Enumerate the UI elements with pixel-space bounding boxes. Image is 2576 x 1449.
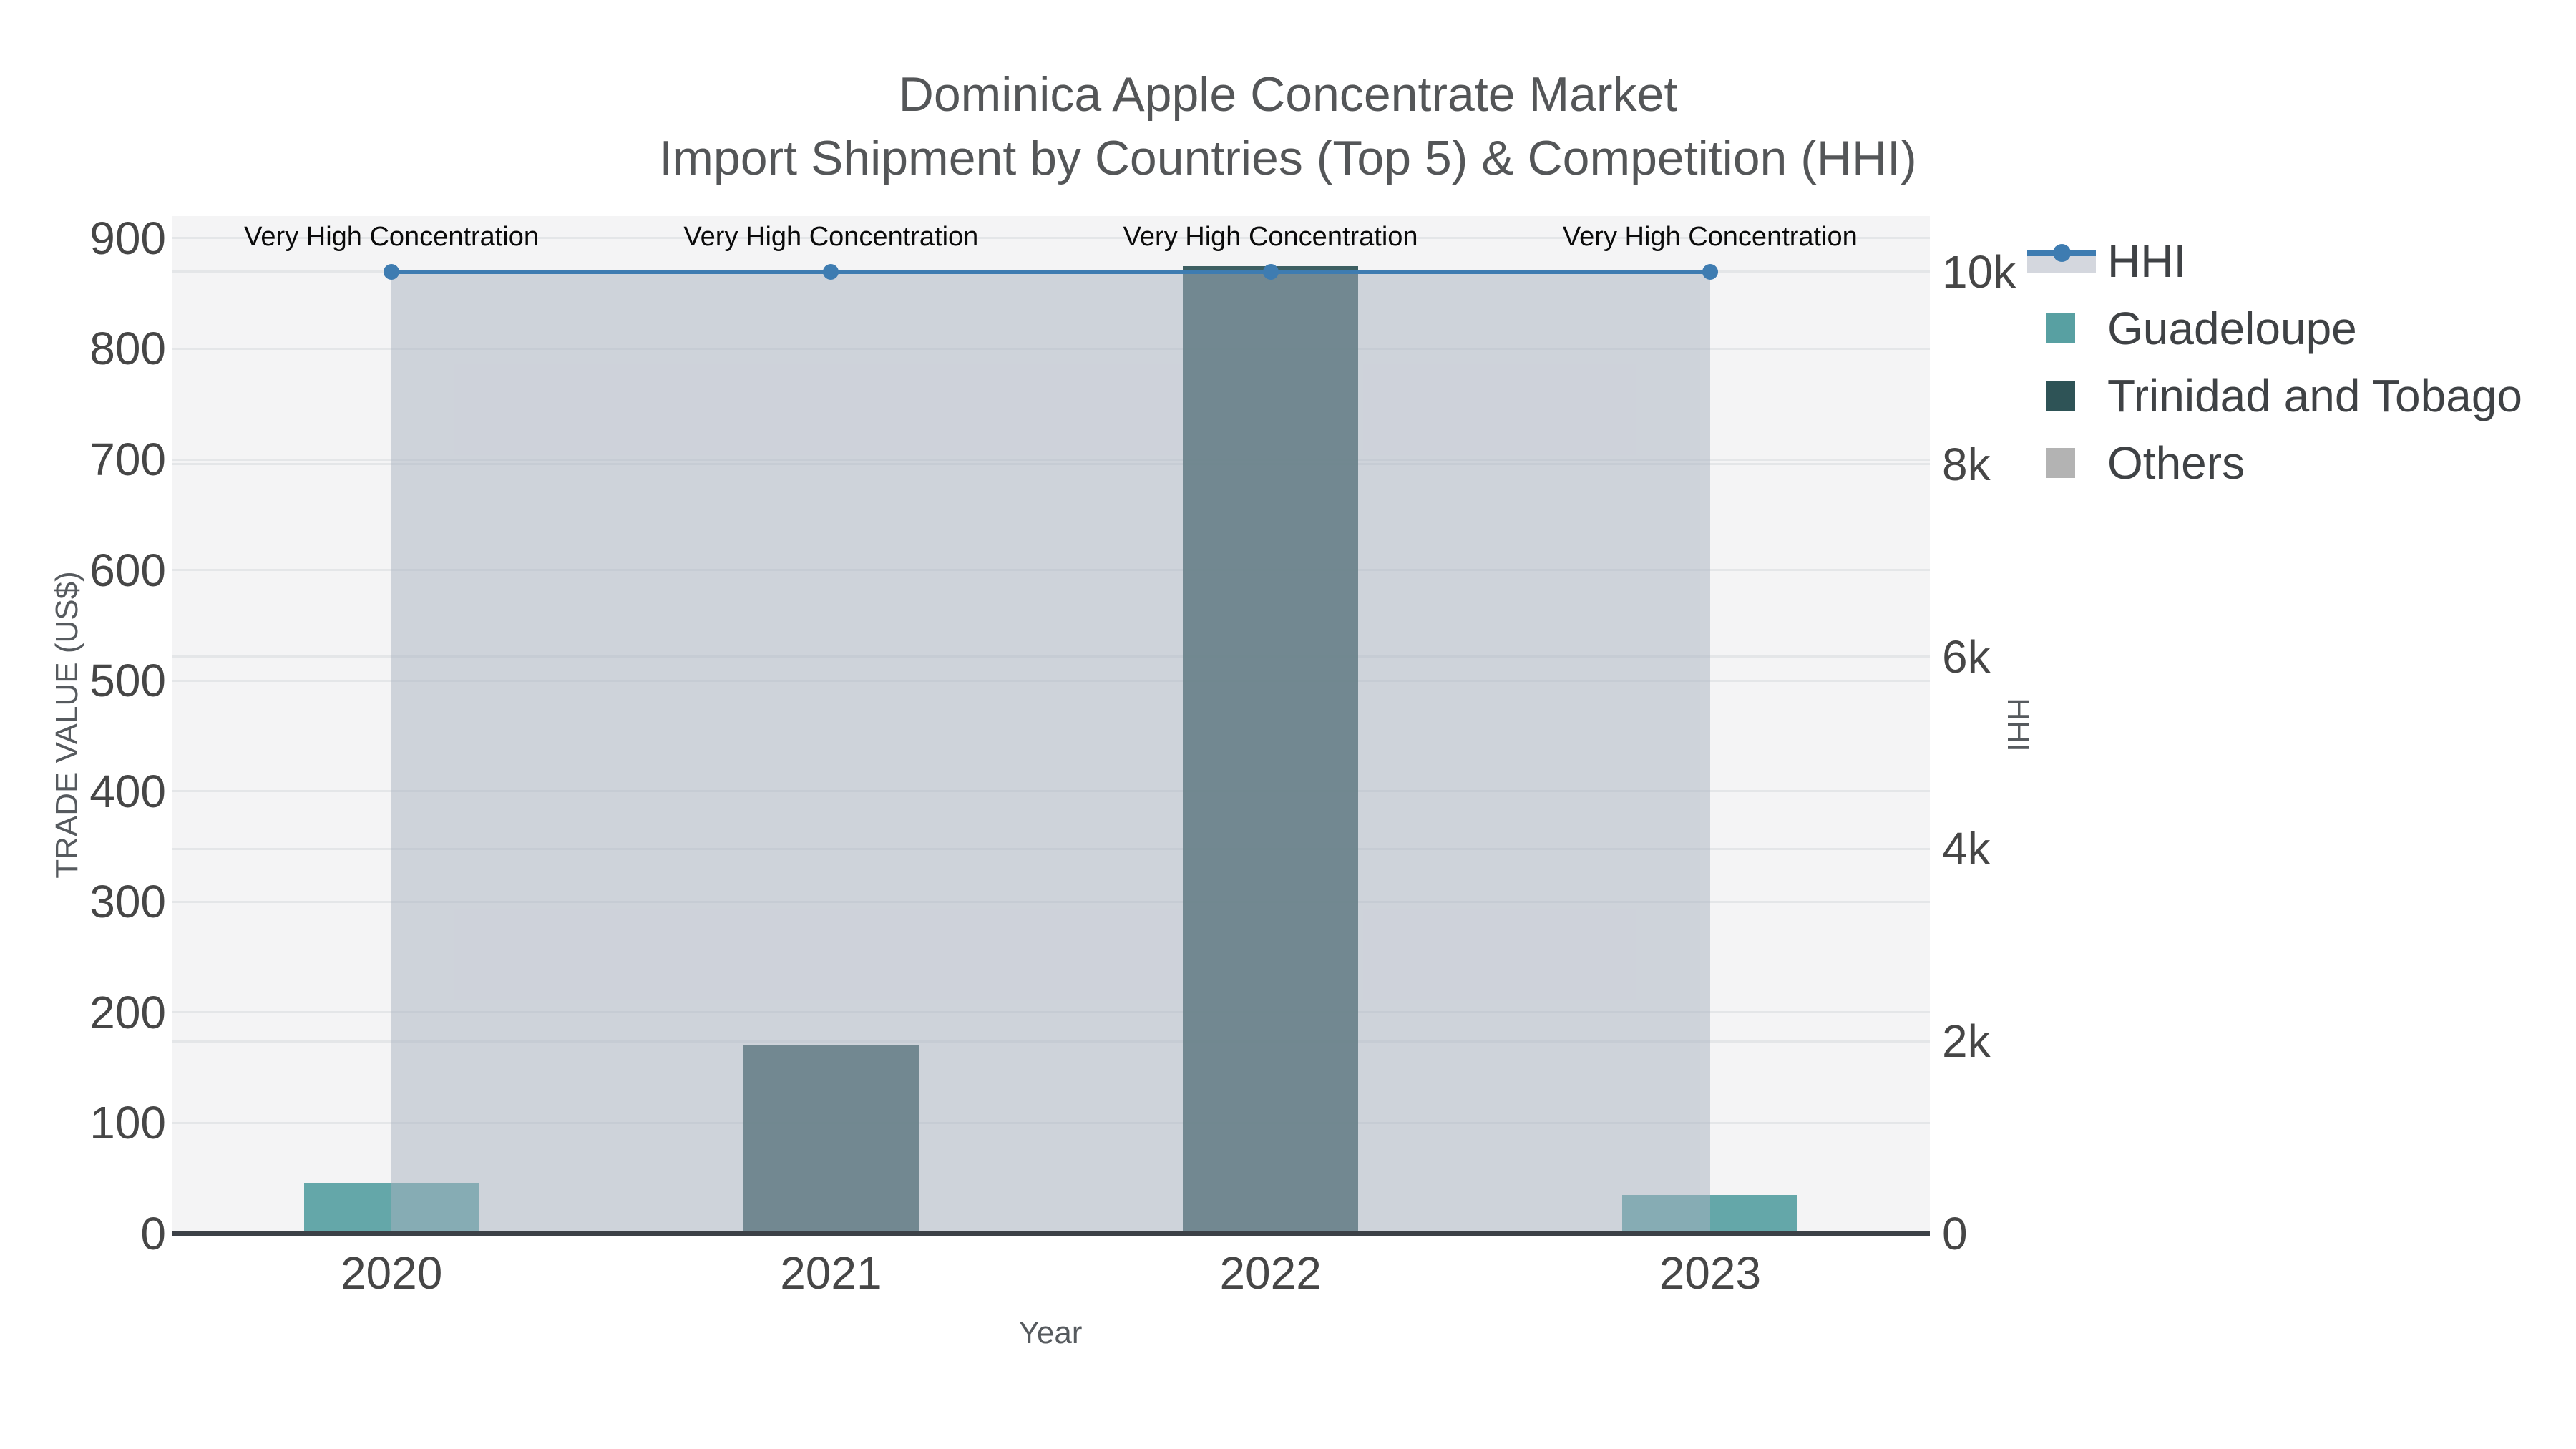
y-tick-600: 600: [89, 544, 166, 596]
y-tick-700: 700: [89, 434, 166, 486]
y-tick-400: 400: [89, 765, 166, 817]
hhi-marker-2020[interactable]: [384, 263, 400, 280]
annotation-2022: Very High Concentration: [1123, 222, 1418, 252]
gridline-y-900: [172, 237, 1930, 240]
x-tick-2021: 2021: [780, 1247, 882, 1299]
legend-label-trinidad-and-tobago: Trinidad and Tobago: [2107, 370, 2522, 421]
legend-item-hhi[interactable]: HHI: [2027, 228, 2522, 295]
legend-item-others[interactable]: Others: [2027, 429, 2522, 497]
legend-color-square-trinidad-and-tobago: [2046, 381, 2075, 411]
chart-title-line1: Dominica Apple Concentrate Market: [898, 67, 1678, 122]
y-tick-200: 200: [89, 986, 166, 1038]
annotation-2021: Very High Concentration: [683, 222, 979, 252]
x-axis-title: Year: [1018, 1315, 1083, 1350]
y-tick-500: 500: [89, 655, 166, 707]
y-tick-800: 800: [89, 323, 166, 375]
hhi-marker-2023[interactable]: [1702, 263, 1718, 280]
chart-title-line2: Import Shipment by Countries (Top 5) & C…: [659, 131, 1917, 186]
x-tick-2023: 2023: [1659, 1247, 1762, 1299]
y2-axis-title: HHI: [2001, 698, 2036, 752]
legend-label-hhi: HHI: [2107, 235, 2187, 287]
legend-color-square-guadeloupe: [2046, 313, 2075, 343]
hhi-marker-2021[interactable]: [823, 263, 839, 280]
y2-tick-4k: 4k: [1942, 823, 1991, 875]
legend-swatch-trinidad-and-tobago: [2027, 379, 2096, 413]
legend: HHI Guadeloupe Trinidad and Tobago Others: [2027, 228, 2522, 497]
legend-swatch-guadeloupe: [2027, 311, 2096, 346]
chart-title: Dominica Apple Concentrate Market Import…: [0, 63, 2576, 190]
hhi-area-fill: [391, 271, 1710, 1234]
plot-area: Very High Concentration Very High Concent…: [172, 216, 1930, 1234]
hhi-marker-icon: [2053, 244, 2071, 262]
y-tick-900: 900: [89, 212, 166, 264]
legend-label-guadeloupe: Guadeloupe: [2107, 303, 2357, 354]
y-tick-100: 100: [89, 1097, 166, 1149]
hhi-line: [391, 269, 1710, 274]
y2-tick-8k: 8k: [1942, 438, 1991, 490]
annotation-2020: Very High Concentration: [244, 222, 540, 252]
hhi-marker-2022[interactable]: [1262, 263, 1279, 280]
x-tick-2020: 2020: [340, 1247, 443, 1299]
x-axis-line: [172, 1231, 1930, 1236]
y2-tick-10k: 10k: [1942, 245, 2016, 298]
x-tick-2022: 2022: [1219, 1247, 1322, 1299]
legend-label-others: Others: [2107, 437, 2245, 489]
legend-swatch-hhi: [2027, 244, 2096, 278]
y2-tick-0: 0: [1942, 1208, 1968, 1259]
legend-swatch-others: [2027, 446, 2096, 480]
y-tick-0: 0: [140, 1208, 166, 1259]
annotation-2023: Very High Concentration: [1562, 222, 1858, 252]
legend-item-guadeloupe[interactable]: Guadeloupe: [2027, 295, 2522, 362]
legend-item-trinidad-and-tobago[interactable]: Trinidad and Tobago: [2027, 362, 2522, 429]
y2-tick-2k: 2k: [1942, 1015, 1991, 1068]
legend-color-square-others: [2046, 448, 2075, 478]
y-tick-300: 300: [89, 876, 166, 928]
y2-tick-6k: 6k: [1942, 630, 1991, 683]
